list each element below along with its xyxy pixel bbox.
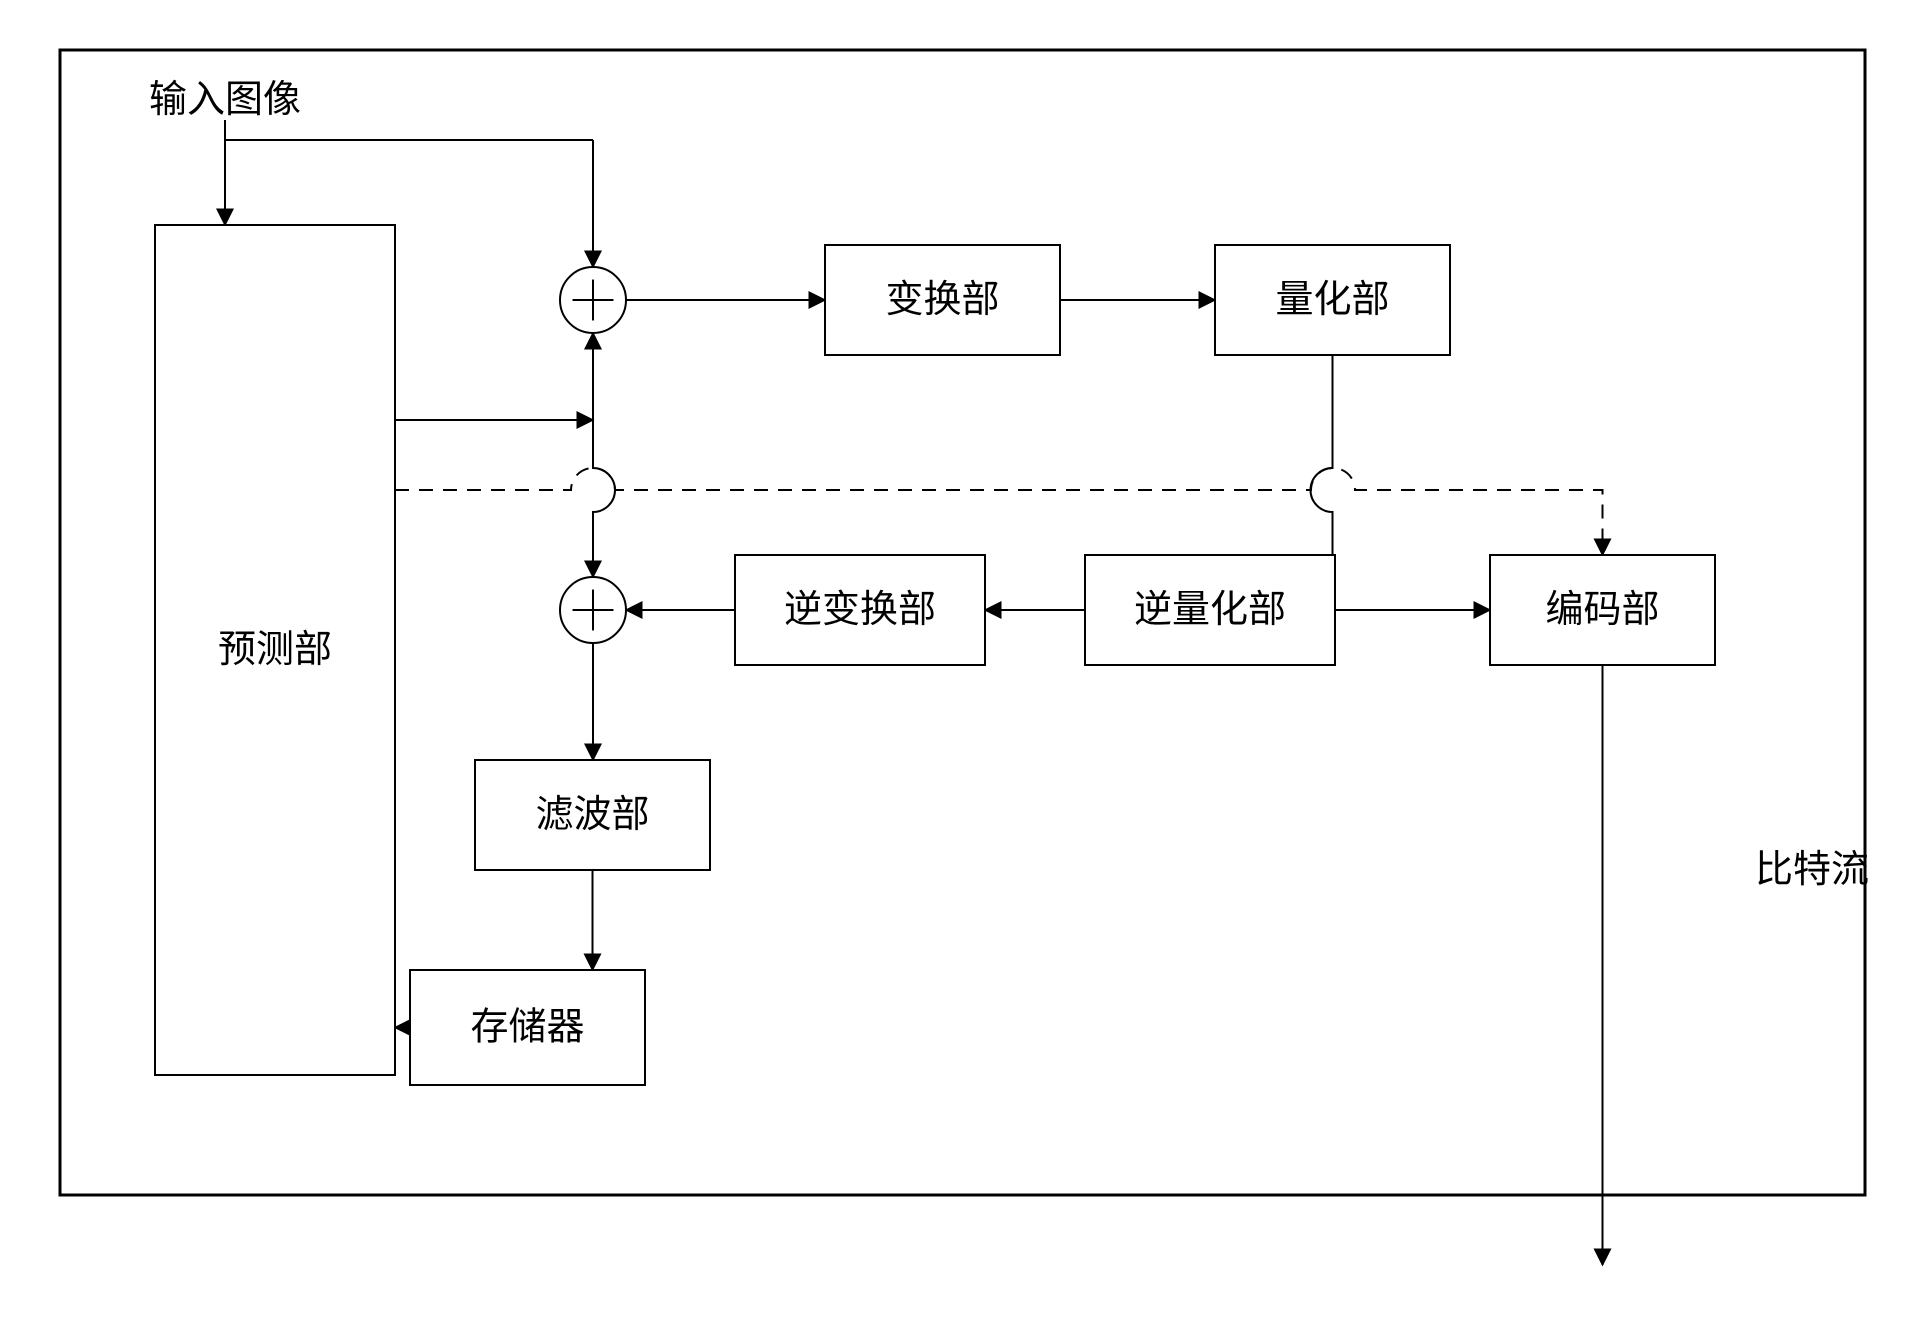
transform-block-label: 变换部 [885,279,999,321]
adder-1 [560,267,626,333]
transform-block: 变换部 [825,245,1060,355]
filter-block: 滤波部 [475,760,710,870]
bitstream-label: 比特流 [1755,849,1869,891]
input-image-label: 输入图像 [149,79,301,121]
encode-block-label: 编码部 [1545,589,1659,631]
filter-block-label: 滤波部 [535,794,649,836]
quantize-block: 量化部 [1215,245,1450,355]
inverse-quantize-block-label: 逆量化部 [1134,589,1286,631]
prediction-block-label: 预测部 [218,629,332,671]
prediction-block: 预测部 [155,225,395,1075]
encode-block: 编码部 [1490,555,1715,665]
inverse-transform-block: 逆变换部 [735,555,985,665]
inverse-transform-block-label: 逆变换部 [784,589,936,631]
memory-block: 存储器 [410,970,645,1085]
inverse-quantize-block: 逆量化部 [1085,555,1335,665]
memory-block-label: 存储器 [470,1007,584,1049]
adder-2 [560,577,626,643]
quantize-block-label: 量化部 [1275,279,1389,321]
